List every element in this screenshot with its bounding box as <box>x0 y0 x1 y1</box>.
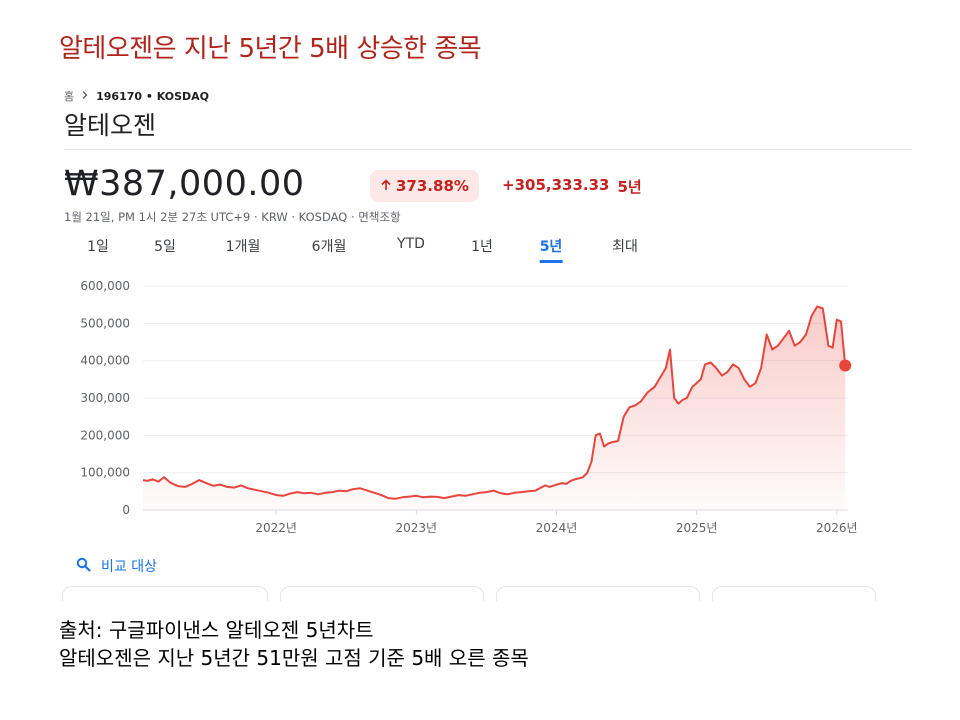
chevron-right-icon <box>80 90 90 103</box>
comparison-card[interactable] <box>280 586 484 601</box>
last-price-point <box>839 359 852 372</box>
tab-1y[interactable]: 1년 <box>471 239 493 255</box>
price-area <box>143 306 846 510</box>
range-tabs: 1일 5일 1개월 6개월 YTD 1년 5년 최대 <box>64 236 664 264</box>
y-tick-label: 200,000 <box>80 428 130 442</box>
change-absolute: +305,333.33 5년 <box>502 176 642 197</box>
x-tick-label: 2026년 <box>816 521 858 535</box>
comparison-card[interactable] <box>712 586 876 601</box>
header-divider <box>64 149 912 150</box>
y-tick-label: 600,000 <box>80 279 130 293</box>
arrow-up-icon <box>380 177 392 195</box>
y-tick-label: 300,000 <box>80 391 130 405</box>
x-tick-label: 2024년 <box>536 521 578 535</box>
caption-source: 출처: 구글파이낸스 알테오젠 5년차트 <box>59 618 374 642</box>
x-tick-label: 2022년 <box>255 521 297 535</box>
caption: 출처: 구글파이낸스 알테오젠 5년차트 알테오젠은 지난 5년간 51만원 고… <box>59 616 529 672</box>
tab-1d[interactable]: 1일 <box>87 239 109 255</box>
x-tick-label: 2025년 <box>676 521 718 535</box>
comparison-card[interactable] <box>62 586 268 601</box>
change-absolute-value: +305,333.33 <box>502 176 610 194</box>
y-tick-label: 400,000 <box>80 354 130 368</box>
tab-5y[interactable]: 5년 <box>539 236 563 263</box>
caption-note: 알테오젠은 지난 5년간 51만원 고점 기준 5배 오른 종목 <box>59 646 529 670</box>
y-tick-label: 0 <box>122 503 130 517</box>
x-tick-label: 2023년 <box>396 521 438 535</box>
compare-button[interactable]: 비교 대상 <box>76 556 157 576</box>
search-icon <box>76 557 91 576</box>
quote-meta: 1월 21일, PM 1시 2분 27초 UTC+9 · KRW · KOSDA… <box>64 210 401 224</box>
comparison-card[interactable] <box>496 586 700 601</box>
tab-5d[interactable]: 5일 <box>154 239 176 255</box>
tab-1m[interactable]: 1개월 <box>225 239 261 255</box>
tab-6m[interactable]: 6개월 <box>311 239 347 255</box>
current-price: ₩387,000.00 <box>64 164 305 204</box>
comparison-cards <box>60 586 876 601</box>
breadcrumb: 홈 196170 • KOSDAQ <box>64 88 209 104</box>
price-chart[interactable]: 0 100,000 200,000 300,000 400,000 500,000 600,… <box>60 270 880 542</box>
change-period: 5년 <box>617 178 642 196</box>
y-tick-label: 100,000 <box>80 466 130 480</box>
tab-ytd[interactable]: YTD <box>397 236 425 252</box>
tab-max[interactable]: 최대 <box>612 239 638 255</box>
stock-name: 알테오젠 <box>64 111 157 140</box>
change-percent-badge: 373.88% <box>370 170 479 202</box>
change-percent: 373.88% <box>396 177 469 195</box>
price-line <box>142 305 847 500</box>
y-tick-label: 500,000 <box>80 316 130 330</box>
compare-label: 비교 대상 <box>101 559 157 575</box>
slide-title: 알테오젠은 지난 5년간 5배 상승한 종목 <box>59 34 482 64</box>
breadcrumb-home[interactable]: 홈 <box>64 90 75 103</box>
breadcrumb-ticker: 196170 • KOSDAQ <box>96 89 210 103</box>
